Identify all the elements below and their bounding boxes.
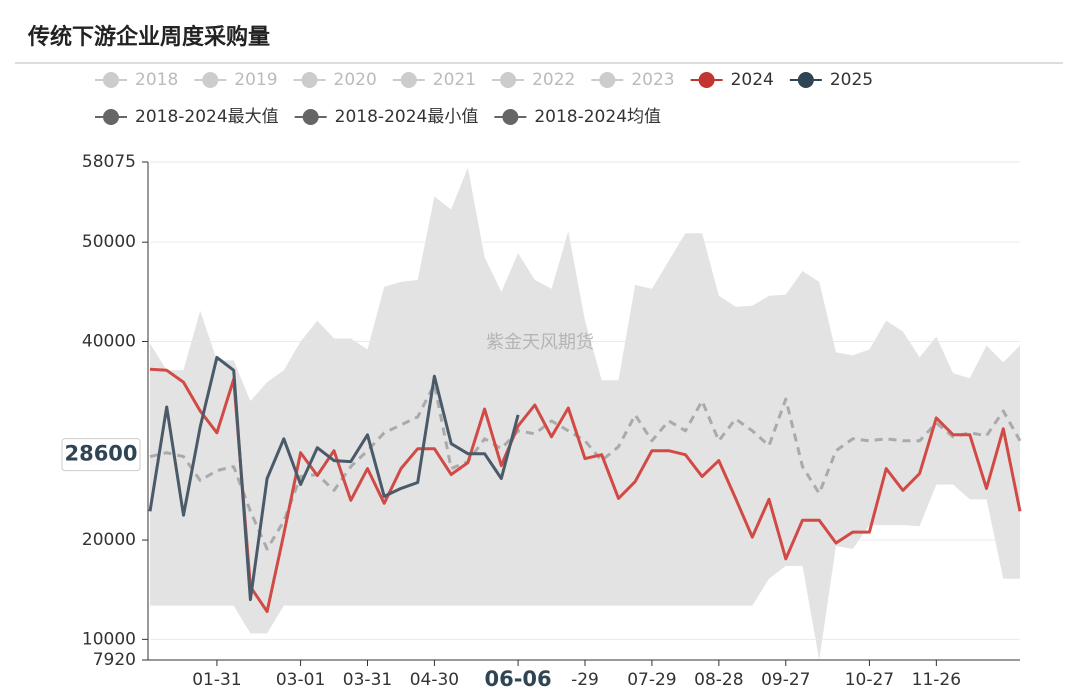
- x-tick-label: 03-31: [343, 670, 392, 690]
- band-area: [150, 484, 1020, 660]
- legend-marker: [797, 72, 814, 88]
- plot: [148, 161, 1022, 661]
- y-tick-label: 10000: [82, 629, 136, 649]
- series-line: [149, 367, 1022, 613]
- x-tick-label: 06-06: [484, 667, 551, 691]
- crosshair-y-label: 28600: [64, 442, 137, 466]
- legend-label: 2022: [532, 70, 575, 90]
- legend-label: 2021: [433, 70, 476, 90]
- legend-label: 2023: [631, 70, 674, 90]
- x-tick-label: 11-26: [912, 670, 961, 690]
- x-tick-label: 08-28: [694, 670, 743, 690]
- x-tick-label: 09-27: [761, 670, 810, 690]
- watermark: 紫金天风期货: [486, 332, 594, 353]
- legend-marker: [698, 72, 715, 88]
- legend-marker: [302, 109, 319, 125]
- legend-marker: [103, 72, 119, 88]
- x-tick-label: 01-31: [192, 670, 241, 690]
- legend-label: 2025: [830, 70, 873, 90]
- band-area: [150, 167, 1020, 661]
- legend-marker: [400, 72, 417, 88]
- legend-marker: [103, 109, 119, 125]
- legend-label: 2020: [334, 70, 377, 90]
- y-tick-label: 58075: [82, 152, 136, 172]
- legend-marker: [500, 72, 517, 88]
- legend-label: 2018-2024最小值: [335, 107, 479, 127]
- y-tick-label: 40000: [82, 331, 136, 351]
- chart-title: 传统下游企业周度采购量: [27, 24, 270, 50]
- x-tick-label: -29: [571, 670, 599, 690]
- legend-marker: [202, 72, 219, 88]
- legend-marker: [502, 109, 519, 125]
- x-tick-label: 10-27: [845, 670, 894, 690]
- legend-label: 2019: [234, 70, 277, 90]
- legend-marker: [599, 72, 616, 88]
- legend-label: 2024: [731, 70, 774, 90]
- y-tick-label: 50000: [82, 232, 136, 252]
- y-tick-label: 20000: [82, 530, 136, 550]
- legend-label: 2018-2024均值: [534, 107, 661, 127]
- legend-marker: [301, 72, 318, 88]
- series-line: [148, 355, 520, 602]
- y-tick-label: 7920: [93, 650, 136, 670]
- x-tick-label: 03-01: [276, 670, 325, 690]
- legend-label: 2018: [135, 70, 178, 90]
- crosshair-label-box: [61, 438, 141, 472]
- series-line: [149, 382, 1022, 551]
- x-tick-label: 07-29: [627, 670, 676, 690]
- legend-label: 2018-2024最大值: [135, 107, 279, 127]
- x-tick-label: 04-30: [410, 670, 459, 690]
